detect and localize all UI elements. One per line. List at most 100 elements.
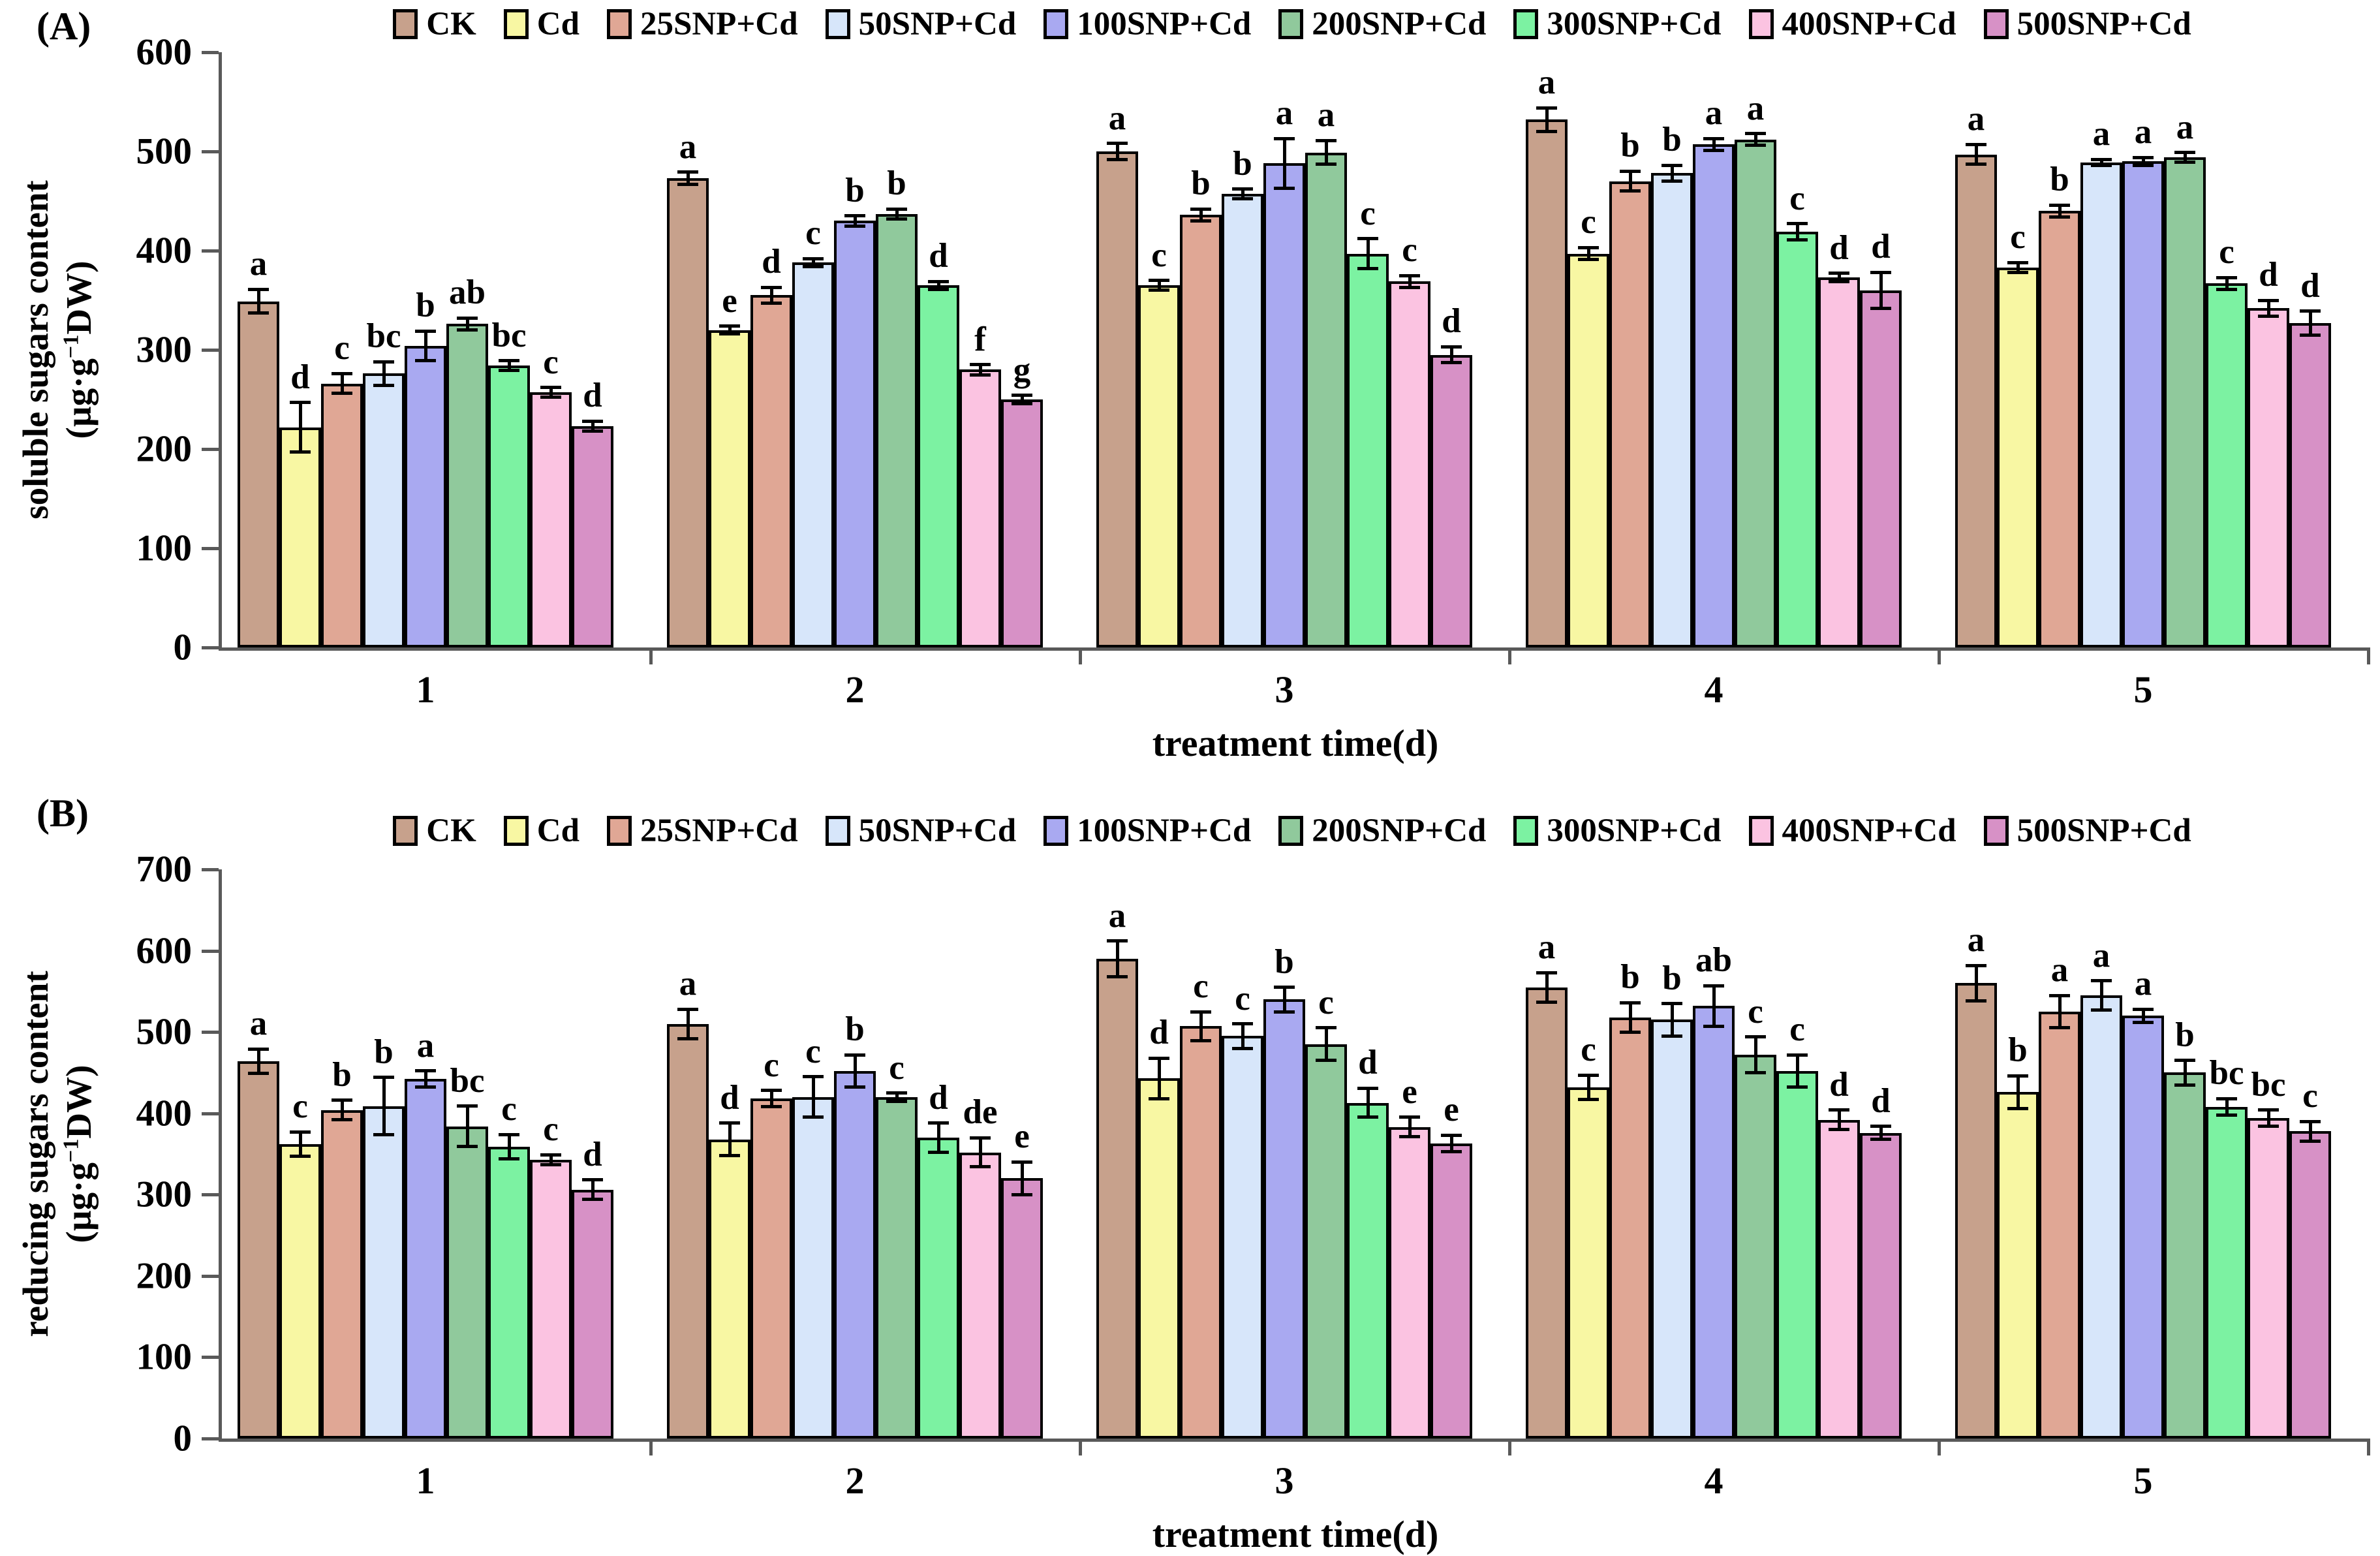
bar: [1096, 151, 1138, 647]
bar: [1389, 1127, 1430, 1439]
error-bar-cap: [1399, 1115, 1420, 1119]
error-bar-cap: [499, 359, 519, 363]
y-axis-tick: [202, 150, 219, 153]
x-axis-tick: [1508, 647, 1511, 664]
significance-letter: c: [805, 1032, 821, 1070]
bar: [1526, 987, 1568, 1439]
legend-swatch-icon: [1043, 9, 1069, 39]
y-axis-tick: [202, 1031, 219, 1035]
error-bar: [1115, 941, 1119, 977]
legend-item: 100SNP+Cd: [1043, 812, 1251, 850]
error-bar-cap: [582, 1198, 603, 1202]
significance-letter: a: [249, 1004, 268, 1043]
bar: [1860, 290, 1902, 647]
error-bar-cap: [1829, 1128, 1849, 1132]
error-bar-cap: [290, 1155, 311, 1159]
bar: [363, 1106, 405, 1439]
error-bar-cap: [761, 1089, 782, 1093]
error-bar: [1199, 1012, 1203, 1041]
legend-swatch-icon: [393, 9, 418, 39]
legend-swatch-icon: [1513, 816, 1539, 846]
panel-b: (B) CK Cd 25SNP+Cd 50SNP+Cd 100SNP+Cd 200SNP+…: [0, 778, 2380, 1556]
y-tick-label: 200: [136, 1255, 193, 1297]
error-bar-cap: [582, 1178, 603, 1182]
error-bar-cap: [844, 224, 865, 228]
error-bar-cap: [803, 257, 824, 260]
error-bar: [1837, 1110, 1841, 1130]
legend-label: Cd: [536, 813, 580, 849]
error-bar: [769, 1090, 773, 1107]
legend-label: 50SNP+Cd: [858, 813, 1017, 849]
bar: [1735, 1055, 1776, 1439]
x-axis-tick: [649, 1439, 653, 1455]
significance-letter: a: [1967, 921, 1985, 959]
error-bar-cap: [719, 332, 740, 336]
error-bar: [2266, 300, 2270, 317]
error-bar-cap: [677, 1007, 698, 1011]
significance-letter: c: [1193, 967, 1209, 1005]
bar: [446, 324, 488, 647]
bar: [1222, 194, 1263, 647]
error-bar-cap: [1787, 238, 1808, 241]
legend-label: 500SNP+Cd: [2017, 6, 2191, 42]
error-bar-cap: [1274, 186, 1295, 190]
legend-swatch-icon: [1043, 816, 1069, 846]
error-bar: [1366, 1088, 1370, 1117]
error-bar: [549, 1155, 553, 1165]
error-bar: [2183, 1060, 2187, 1085]
bar-group: a c b b ab c c d d: [1510, 869, 1940, 1439]
legend-item: 500SNP+Cd: [1983, 5, 2191, 43]
error-bar-cap: [582, 419, 603, 423]
bar: [2206, 1106, 2248, 1439]
legend-swatch-icon: [1983, 816, 2009, 846]
error-bar-cap: [1703, 148, 1724, 152]
significance-letter: b: [374, 1033, 394, 1071]
error-bar: [465, 318, 469, 330]
legend-label: 300SNP+Cd: [1547, 813, 1722, 849]
error-bar-cap: [928, 1151, 949, 1155]
error-bar-cap: [970, 373, 991, 377]
error-bar-cap: [415, 329, 436, 333]
error-bar-cap: [373, 1076, 394, 1080]
error-bar: [2225, 1098, 2229, 1115]
error-bar: [1020, 395, 1024, 404]
legend-swatch-icon: [606, 9, 632, 39]
significance-letter: d: [2300, 266, 2320, 305]
error-bar: [382, 1077, 386, 1135]
error-bar: [1795, 1055, 1799, 1087]
error-bar-cap: [1870, 1125, 1891, 1128]
error-bar-cap: [2133, 1020, 2154, 1024]
error-bar: [769, 287, 773, 303]
bar: [959, 1152, 1001, 1439]
legend-swatch-icon: [1748, 9, 1774, 39]
error-bar-cap: [332, 1118, 352, 1122]
bar: [1347, 1102, 1389, 1439]
error-bar-cap: [1620, 189, 1641, 193]
error-bar-cap: [2216, 1113, 2237, 1117]
error-bar-cap: [1274, 986, 1295, 989]
legend: CK Cd 25SNP+Cd 50SNP+Cd 100SNP+Cd 200SNP+Cd 30…: [219, 5, 2366, 43]
significance-letter: c: [1318, 983, 1334, 1021]
significance-letter: a: [1746, 89, 1765, 127]
significance-letter: d: [583, 377, 602, 415]
significance-letter: c: [334, 329, 350, 367]
error-bar: [298, 1132, 302, 1157]
bar: [2039, 211, 2080, 647]
error-bar-cap: [1787, 1053, 1808, 1057]
x-axis-tick: [1938, 647, 1941, 664]
significance-letter: a: [2050, 951, 2069, 989]
error-bar-cap: [2300, 1139, 2321, 1143]
bar: [572, 1189, 613, 1439]
error-bar-cap: [2007, 260, 2028, 264]
y-axis-tick: [202, 1274, 219, 1278]
bar: [405, 1079, 446, 1439]
error-bar-cap: [1870, 270, 1891, 274]
error-bar-cap: [1787, 1085, 1808, 1089]
significance-letter: e: [1402, 1072, 1417, 1111]
error-bar-cap: [1578, 245, 1599, 249]
legend-label: 100SNP+Cd: [1077, 813, 1252, 849]
error-bar-cap: [1399, 273, 1420, 277]
significance-letter: a: [679, 965, 697, 1003]
error-bar-cap: [1107, 142, 1128, 146]
